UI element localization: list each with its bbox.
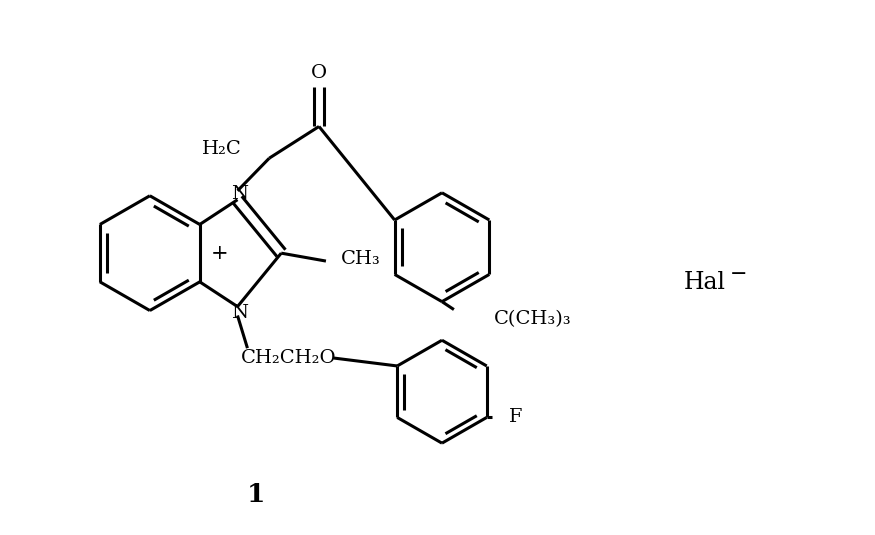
Text: N: N [231,303,248,322]
Text: F: F [508,408,522,426]
Text: CH₂CH₂O: CH₂CH₂O [242,349,337,367]
Text: −: − [730,265,747,285]
Text: O: O [311,64,327,82]
Text: CH₃: CH₃ [341,250,381,268]
Text: N: N [231,185,248,203]
Text: C(CH₃)₃: C(CH₃)₃ [493,310,571,328]
Text: 1: 1 [247,482,265,507]
Text: H₂C: H₂C [202,140,242,158]
Text: +: + [211,243,228,263]
Text: Hal: Hal [683,271,725,294]
